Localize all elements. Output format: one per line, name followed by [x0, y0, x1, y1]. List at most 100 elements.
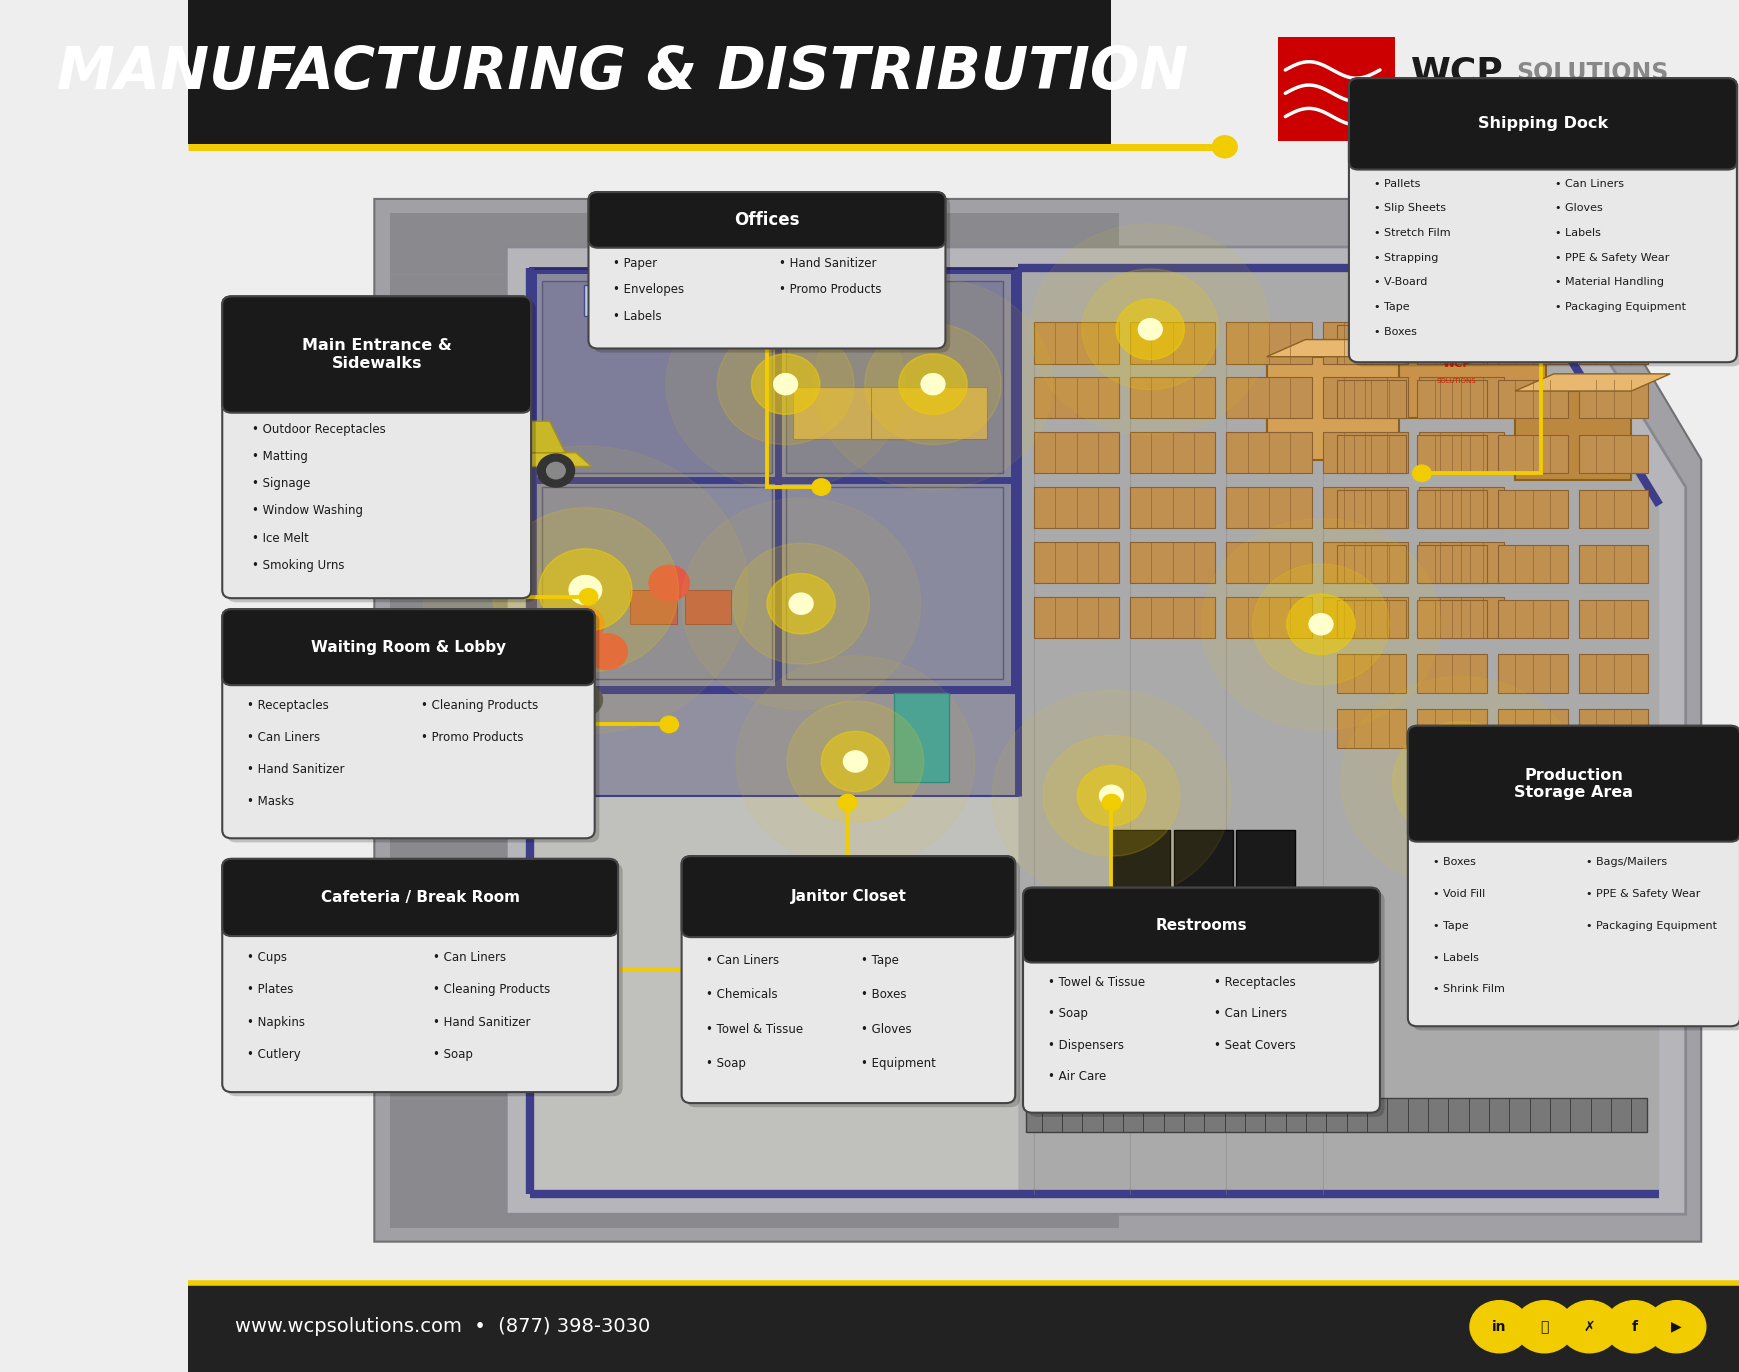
- Text: • Window Washing: • Window Washing: [252, 505, 362, 517]
- FancyBboxPatch shape: [682, 856, 1014, 937]
- Polygon shape: [1417, 377, 1502, 418]
- Text: • Cutlery: • Cutlery: [247, 1048, 301, 1061]
- Polygon shape: [1416, 325, 1487, 364]
- Polygon shape: [1367, 272, 1584, 288]
- Circle shape: [706, 860, 725, 877]
- Text: Offices: Offices: [734, 211, 800, 229]
- Text: ⓘ: ⓘ: [1539, 1320, 1548, 1334]
- Circle shape: [774, 373, 796, 395]
- Circle shape: [492, 508, 678, 672]
- Polygon shape: [452, 453, 591, 466]
- Polygon shape: [1322, 432, 1407, 473]
- Polygon shape: [1111, 830, 1170, 906]
- Polygon shape: [1129, 597, 1216, 638]
- Polygon shape: [1336, 490, 1405, 528]
- Circle shape: [546, 462, 565, 479]
- FancyBboxPatch shape: [685, 590, 730, 624]
- Polygon shape: [1017, 268, 1659, 1194]
- Polygon shape: [1577, 600, 1647, 638]
- Circle shape: [1029, 224, 1269, 435]
- Polygon shape: [1336, 380, 1405, 418]
- Text: PAPER | PACKAGING | JANSAN | EQUIPMENT: PAPER | PACKAGING | JANSAN | EQUIPMENT: [1410, 114, 1621, 125]
- Text: • Equipment: • Equipment: [861, 1058, 936, 1070]
- Polygon shape: [1417, 432, 1502, 473]
- Polygon shape: [1226, 487, 1311, 528]
- FancyBboxPatch shape: [1348, 78, 1736, 170]
- Circle shape: [1560, 1301, 1617, 1353]
- Polygon shape: [1129, 377, 1216, 418]
- Polygon shape: [1416, 709, 1487, 748]
- Polygon shape: [468, 421, 565, 453]
- Text: • Packaging Equipment: • Packaging Equipment: [1555, 302, 1685, 311]
- Text: f: f: [1631, 1320, 1636, 1334]
- Polygon shape: [1033, 542, 1118, 583]
- Text: • Promo Products: • Promo Products: [779, 284, 882, 296]
- Circle shape: [1449, 771, 1471, 793]
- Polygon shape: [1497, 654, 1567, 693]
- Polygon shape: [374, 199, 1701, 1242]
- Polygon shape: [1336, 654, 1405, 693]
- Polygon shape: [541, 281, 770, 473]
- Circle shape: [732, 543, 870, 664]
- Polygon shape: [1026, 1098, 1645, 1132]
- Text: Waiting Room & Lobby: Waiting Room & Lobby: [311, 639, 506, 654]
- Polygon shape: [1336, 435, 1405, 473]
- FancyBboxPatch shape: [588, 192, 944, 248]
- Polygon shape: [1497, 545, 1567, 583]
- Polygon shape: [1322, 377, 1407, 418]
- Text: • Masks: • Masks: [247, 794, 294, 808]
- Text: SOLUTIONS: SOLUTIONS: [1436, 379, 1476, 384]
- FancyBboxPatch shape: [223, 296, 530, 598]
- Circle shape: [790, 593, 812, 615]
- Text: • Napkins: • Napkins: [247, 1015, 304, 1029]
- Polygon shape: [1417, 542, 1502, 583]
- Polygon shape: [390, 213, 1118, 1228]
- Polygon shape: [541, 487, 770, 679]
- FancyBboxPatch shape: [223, 296, 530, 413]
- Text: Main Entrance &
Sidewalks: Main Entrance & Sidewalks: [301, 339, 452, 370]
- FancyBboxPatch shape: [588, 192, 944, 348]
- FancyBboxPatch shape: [584, 285, 628, 316]
- Circle shape: [1212, 136, 1236, 158]
- FancyBboxPatch shape: [1023, 888, 1379, 1113]
- Text: • Cleaning Products: • Cleaning Products: [433, 984, 550, 996]
- Text: Janitor Closet: Janitor Closet: [790, 889, 906, 904]
- Polygon shape: [1226, 377, 1311, 418]
- Text: • Chemicals: • Chemicals: [706, 988, 777, 1002]
- Circle shape: [649, 565, 689, 601]
- FancyBboxPatch shape: [682, 856, 1014, 1103]
- Text: • V-Board: • V-Board: [1374, 277, 1426, 287]
- Text: • PPE & Safety Wear: • PPE & Safety Wear: [1555, 252, 1669, 262]
- Circle shape: [1099, 785, 1123, 807]
- FancyBboxPatch shape: [685, 860, 1019, 1107]
- Polygon shape: [1322, 542, 1407, 583]
- Text: • Matting: • Matting: [252, 450, 308, 462]
- Circle shape: [786, 701, 923, 822]
- FancyBboxPatch shape: [1407, 726, 1739, 1026]
- Text: • Can Liners: • Can Liners: [1555, 178, 1624, 188]
- Circle shape: [1043, 735, 1179, 856]
- Circle shape: [991, 690, 1229, 901]
- FancyBboxPatch shape: [1348, 78, 1736, 362]
- Polygon shape: [1416, 545, 1487, 583]
- Polygon shape: [1033, 487, 1118, 528]
- Text: • Labels: • Labels: [1555, 228, 1600, 237]
- Circle shape: [563, 606, 603, 642]
- FancyBboxPatch shape: [824, 285, 868, 316]
- Text: • Hand Sanitizer: • Hand Sanitizer: [247, 763, 344, 777]
- Text: in: in: [1492, 1320, 1506, 1334]
- Polygon shape: [1336, 325, 1405, 364]
- FancyBboxPatch shape: [708, 285, 751, 316]
- FancyBboxPatch shape: [871, 387, 986, 439]
- Polygon shape: [529, 268, 1017, 693]
- Circle shape: [864, 324, 1000, 445]
- FancyBboxPatch shape: [226, 300, 536, 602]
- Circle shape: [569, 576, 602, 604]
- Text: • Boxes: • Boxes: [1431, 858, 1475, 867]
- Text: • Can Liners: • Can Liners: [433, 951, 506, 963]
- Polygon shape: [894, 693, 948, 782]
- Text: • Hand Sanitizer: • Hand Sanitizer: [779, 257, 876, 270]
- Text: • Envelopes: • Envelopes: [612, 284, 683, 296]
- FancyBboxPatch shape: [223, 609, 595, 685]
- Polygon shape: [1577, 490, 1647, 528]
